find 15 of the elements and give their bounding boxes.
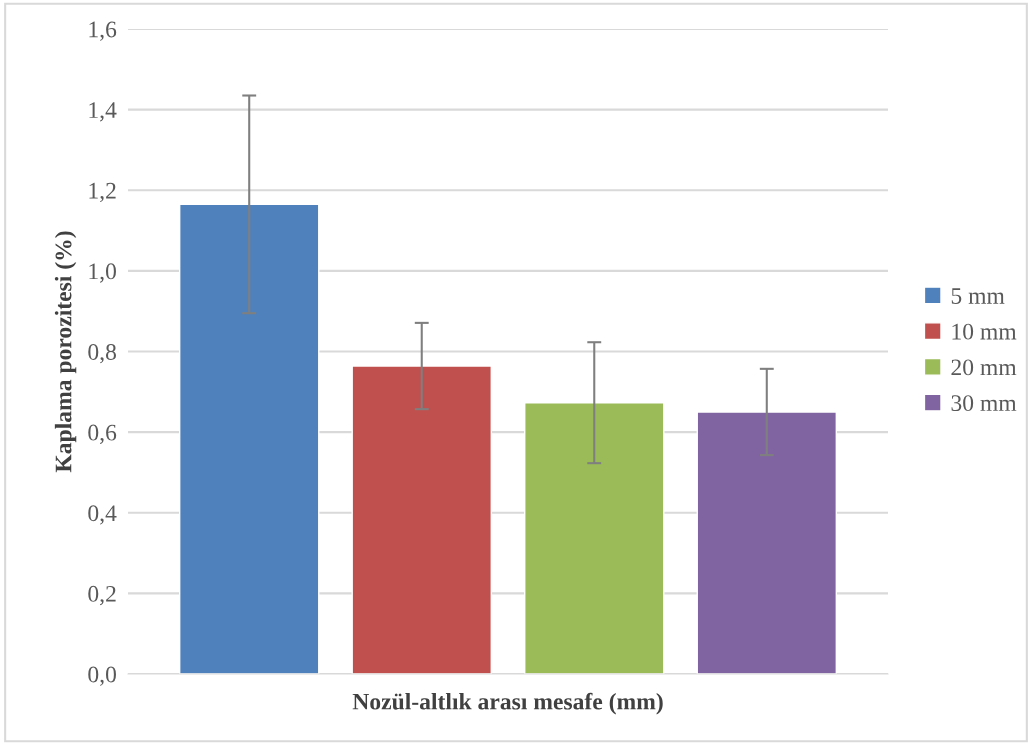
y-tick-label: 0,0 <box>88 666 116 686</box>
y-axis-title: Kaplama porozitesi (%) <box>54 231 77 473</box>
legend-label: 10 mm <box>952 323 1017 340</box>
y-tick-label: 0,2 <box>88 585 116 606</box>
y-tick-label: 0,4 <box>88 505 117 525</box>
y-tick-label: 1,2 <box>89 182 116 203</box>
y-tick-label: 0,8 <box>88 343 116 364</box>
y-tick-label: 1,6 <box>89 21 117 41</box>
x-axis-title: Nozül-altlık arası mesafe (mm) <box>352 692 663 715</box>
y-tick-label: 1,4 <box>89 102 117 122</box>
legend-label: 5 mm <box>951 288 1005 304</box>
y-tick-label: 1,0 <box>89 263 116 283</box>
legend-label: 20 mm <box>951 359 1017 376</box>
legend-label: 30 mm <box>951 395 1017 412</box>
y-tick-label: 0,6 <box>88 424 117 444</box>
